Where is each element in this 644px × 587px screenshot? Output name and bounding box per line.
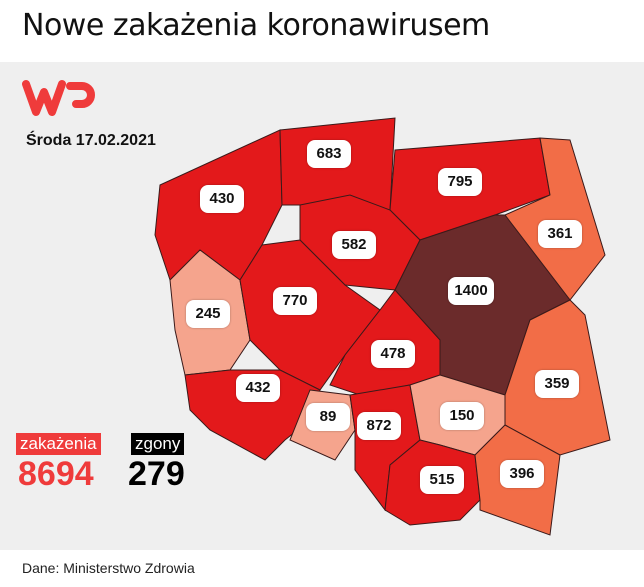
region-label-pomorskie: 683 [307,140,351,168]
region-label-dolnoslaskie: 432 [236,374,280,402]
infections-label: zakażenia [16,433,101,455]
source-note: Dane: Ministerstwo Zdrowia [22,560,195,576]
infections-value: 8694 [18,455,94,493]
region-label-podlaskie: 361 [538,220,582,248]
deaths-label: zgony [131,433,185,455]
region-label-zachodniopomorskie: 430 [200,185,244,213]
region-label-slaskie: 872 [357,412,401,440]
region-label-mazowieckie: 1400 [448,277,494,305]
region-label-podkarpackie: 396 [500,460,544,488]
region-label-lodzkie: 478 [371,340,415,368]
region-label-opolskie: 89 [306,403,350,431]
region-label-wielkopolskie: 770 [273,287,317,315]
deaths-value: 279 [128,455,185,493]
region-label-warminsko: 795 [438,168,482,196]
region-label-swietokrzyskie: 150 [440,402,484,430]
page-title: Nowe zakażenia koronawirusem [22,8,490,43]
region-label-malopolskie: 515 [420,466,464,494]
region-label-lubelskie: 359 [535,370,579,398]
region-label-lubuskie: 245 [186,300,230,328]
date-label: Środa 17.02.2021 [26,132,156,149]
wp-logo-icon [22,80,95,116]
region-label-kujawsko: 582 [332,231,376,259]
